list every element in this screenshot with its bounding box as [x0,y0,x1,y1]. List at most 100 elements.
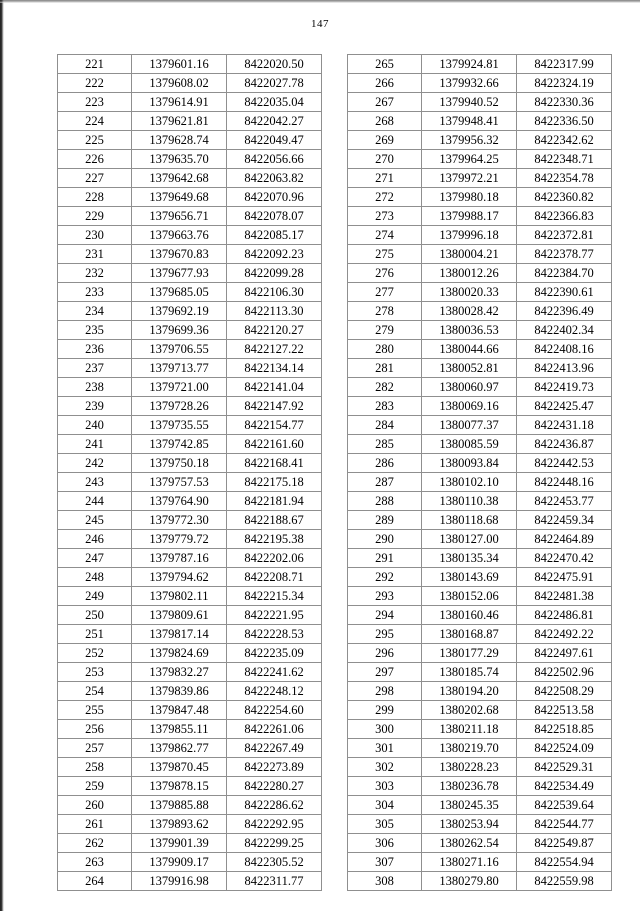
table-row: 256 1379855.11 8422261.06 [57,719,322,739]
cell-x-coordinate: 1380044.66 [421,339,517,359]
cell-y-coordinate: 8422161.60 [226,434,322,454]
cell-index: 297 [347,662,422,682]
cell-index: 252 [57,643,132,663]
cell-index: 243 [57,472,132,492]
table-row: 237 1379713.77 8422134.14 [57,358,322,378]
cell-x-coordinate: 1379706.55 [131,339,227,359]
cell-index: 288 [347,491,422,511]
cell-index: 274 [347,225,422,245]
cell-y-coordinate: 8422056.66 [226,149,322,169]
table-row: 270 1379964.25 8422348.71 [347,149,612,169]
table-row: 251 1379817.14 8422228.53 [57,624,322,644]
cell-y-coordinate: 8422280.27 [226,776,322,796]
cell-index: 229 [57,206,132,226]
cell-x-coordinate: 1379750.18 [131,453,227,473]
cell-index: 292 [347,567,422,587]
cell-x-coordinate: 1379972.21 [421,168,517,188]
cell-index: 254 [57,681,132,701]
cell-y-coordinate: 8422261.06 [226,719,322,739]
cell-y-coordinate: 8422299.25 [226,833,322,853]
cell-y-coordinate: 8422092.23 [226,244,322,264]
cell-index: 237 [57,358,132,378]
cell-y-coordinate: 8422127.22 [226,339,322,359]
cell-index: 262 [57,833,132,853]
cell-x-coordinate: 1379794.62 [131,567,227,587]
cell-x-coordinate: 1380279.80 [421,871,517,891]
cell-y-coordinate: 8422390.61 [516,282,612,302]
cell-x-coordinate: 1379628.74 [131,130,227,150]
cell-index: 232 [57,263,132,283]
cell-index: 231 [57,244,132,264]
table-row: 299 1380202.68 8422513.58 [347,700,612,720]
cell-index: 301 [347,738,422,758]
cell-index: 300 [347,719,422,739]
cell-x-coordinate: 1379635.70 [131,149,227,169]
cell-x-coordinate: 1379621.81 [131,111,227,131]
cell-x-coordinate: 1379916.98 [131,871,227,891]
cell-y-coordinate: 8422027.78 [226,73,322,93]
cell-index: 224 [57,111,132,131]
cell-y-coordinate: 8422524.09 [516,738,612,758]
cell-y-coordinate: 8422181.94 [226,491,322,511]
cell-y-coordinate: 8422396.49 [516,301,612,321]
cell-index: 290 [347,529,422,549]
cell-index: 306 [347,833,422,853]
table-row: 223 1379614.91 8422035.04 [57,92,322,112]
table-row: 276 1380012.26 8422384.70 [347,263,612,283]
cell-x-coordinate: 1380020.33 [421,282,517,302]
table-row: 244 1379764.90 8422181.94 [57,491,322,511]
table-row: 282 1380060.97 8422419.73 [347,377,612,397]
cell-index: 241 [57,434,132,454]
cell-y-coordinate: 8422141.04 [226,377,322,397]
cell-x-coordinate: 1379817.14 [131,624,227,644]
cell-x-coordinate: 1380060.97 [421,377,517,397]
cell-index: 277 [347,282,422,302]
table-row: 257 1379862.77 8422267.49 [57,738,322,758]
cell-x-coordinate: 1380069.16 [421,396,517,416]
table-row: 240 1379735.55 8422154.77 [57,415,322,435]
cell-y-coordinate: 8422436.87 [516,434,612,454]
table-row: 227 1379642.68 8422063.82 [57,168,322,188]
cell-x-coordinate: 1379713.77 [131,358,227,378]
cell-x-coordinate: 1379956.32 [421,130,517,150]
cell-y-coordinate: 8422154.77 [226,415,322,435]
cell-index: 285 [347,434,422,454]
cell-index: 286 [347,453,422,473]
table-row: 262 1379901.39 8422299.25 [57,833,322,853]
cell-index: 289 [347,510,422,530]
cell-index: 295 [347,624,422,644]
cell-x-coordinate: 1379832.27 [131,662,227,682]
cell-y-coordinate: 8422534.49 [516,776,612,796]
table-row: 221 1379601.16 8422020.50 [57,54,322,74]
cell-y-coordinate: 8422078.07 [226,206,322,226]
cell-y-coordinate: 8422241.62 [226,662,322,682]
table-row: 264 1379916.98 8422311.77 [57,871,322,891]
table-row: 272 1379980.18 8422360.82 [347,187,612,207]
cell-y-coordinate: 8422419.73 [516,377,612,397]
cell-y-coordinate: 8422228.53 [226,624,322,644]
cell-x-coordinate: 1379757.53 [131,472,227,492]
cell-x-coordinate: 1379996.18 [421,225,517,245]
cell-y-coordinate: 8422408.16 [516,339,612,359]
cell-y-coordinate: 8422348.71 [516,149,612,169]
cell-index: 228 [57,187,132,207]
cell-index: 308 [347,871,422,891]
cell-x-coordinate: 1379885.88 [131,795,227,815]
table-row: 230 1379663.76 8422085.17 [57,225,322,245]
cell-index: 291 [347,548,422,568]
table-row: 274 1379996.18 8422372.81 [347,225,612,245]
cell-x-coordinate: 1380110.38 [421,491,517,511]
cell-y-coordinate: 8422235.09 [226,643,322,663]
cell-index: 257 [57,738,132,758]
cell-index: 221 [57,54,132,74]
cell-index: 245 [57,510,132,530]
cell-x-coordinate: 1380202.68 [421,700,517,720]
cell-y-coordinate: 8422085.17 [226,225,322,245]
table-row: 234 1379692.19 8422113.30 [57,301,322,321]
cell-x-coordinate: 1380168.87 [421,624,517,644]
table-row: 222 1379608.02 8422027.78 [57,73,322,93]
cell-x-coordinate: 1379642.68 [131,168,227,188]
cell-y-coordinate: 8422481.38 [516,586,612,606]
cell-x-coordinate: 1380143.69 [421,567,517,587]
cell-y-coordinate: 8422099.28 [226,263,322,283]
